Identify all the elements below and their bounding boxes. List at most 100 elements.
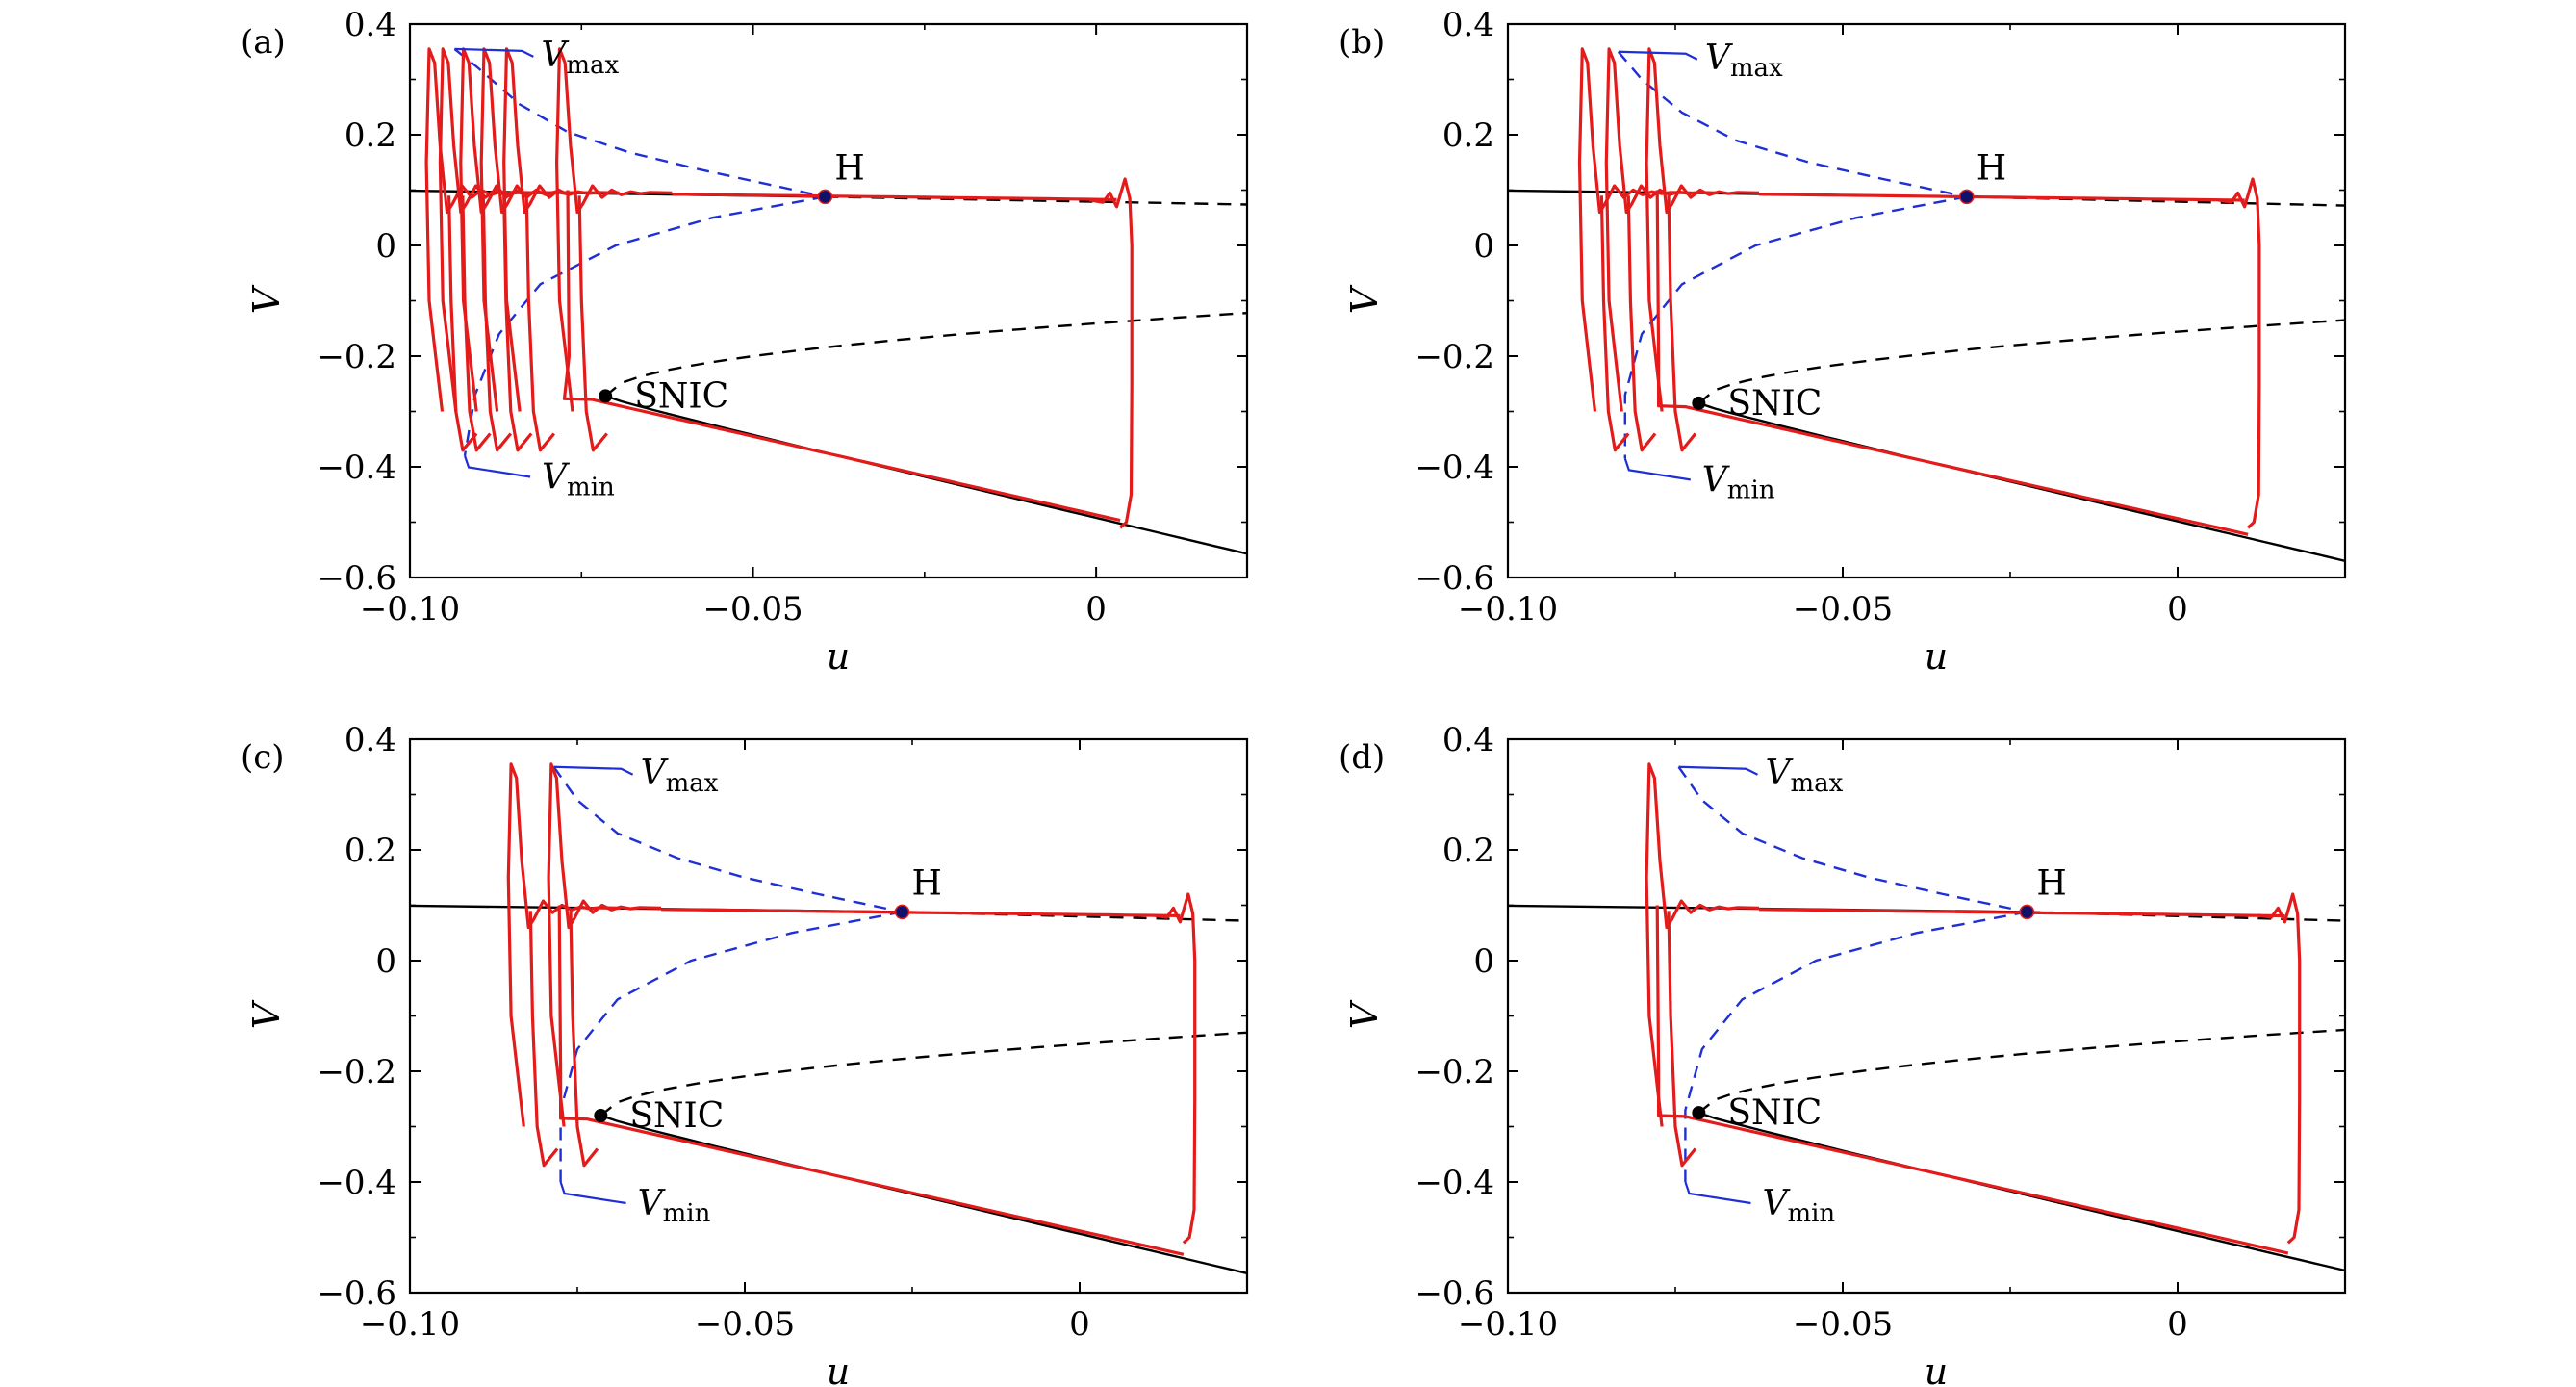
- y-tick-label: −0.2: [1415, 338, 1494, 376]
- vmax-leader: [1618, 50, 1698, 61]
- trajectory-lower-branch: [562, 190, 1121, 523]
- trajectory-right-turn: [1088, 177, 1134, 529]
- snic-label: SNIC: [634, 376, 728, 416]
- trajectory-downstroke: [1599, 195, 1630, 452]
- y-axis-title: V: [1343, 999, 1386, 1029]
- h-point: [817, 189, 833, 205]
- x-tick-label: −0.05: [695, 1305, 795, 1344]
- y-tick-label: −0.6: [1415, 559, 1494, 598]
- x-tick-label: −0.05: [1793, 590, 1893, 629]
- vmin-label: Vmin: [1702, 460, 1775, 504]
- x-tick-label: −0.05: [702, 590, 803, 629]
- trajectory-downstroke: [524, 195, 556, 452]
- x-tick-label: −0.05: [1793, 1305, 1893, 1344]
- h-label: H: [912, 863, 942, 903]
- plot-frame: [1506, 22, 2347, 579]
- vmin-sub: min: [663, 1199, 711, 1228]
- vmax-leader: [553, 765, 634, 776]
- vmax-sub: max: [666, 769, 719, 798]
- trajectory-downstroke: [1626, 195, 1657, 452]
- x-tick-label: 0: [1069, 1305, 1090, 1344]
- vmax-leader: [454, 47, 534, 58]
- y-tick-label: 0.2: [1442, 116, 1494, 155]
- y-tick-label: 0: [375, 227, 396, 266]
- vmin-base: V: [1762, 1184, 1791, 1223]
- middle-branch-unstable: [604, 312, 1247, 398]
- vmax-base: V: [641, 754, 670, 793]
- y-tick-label: −0.4: [317, 449, 396, 487]
- plot-frame: [1506, 737, 2347, 1295]
- vmin-leader: [1623, 458, 1691, 481]
- panel-label: (d): [1339, 738, 1385, 777]
- plot-area: [410, 762, 1247, 1275]
- trajectory-downstroke: [1667, 195, 1697, 452]
- snic-label: SNIC: [1727, 384, 1822, 424]
- y-tick-label: 0.4: [1442, 6, 1494, 44]
- y-tick-label: 0.4: [344, 6, 396, 44]
- y-tick-label: −0.2: [317, 1053, 396, 1092]
- vmin-sub: min: [1727, 475, 1775, 504]
- y-tick-label: 0.2: [1442, 832, 1494, 870]
- vmin-leader: [559, 1181, 626, 1205]
- trajectory-lower-branch: [1655, 905, 2289, 1255]
- vmax-curve: [552, 766, 903, 913]
- trajectory-plateau: [672, 193, 1117, 201]
- snic-label: SNIC: [1727, 1093, 1822, 1133]
- h-label: H: [2036, 863, 2066, 903]
- plot-frame: [408, 737, 1249, 1295]
- panel-label: (a): [241, 23, 286, 62]
- trajectory-spike: [1645, 762, 1760, 1127]
- trajectory-spike: [502, 47, 620, 412]
- y-tick-label: 0: [1473, 227, 1494, 266]
- trajectory-spike: [1645, 47, 1760, 412]
- trajectory-downstroke: [569, 911, 599, 1168]
- y-tick-label: 0.4: [1442, 721, 1494, 759]
- vmin-curve: [463, 195, 826, 456]
- middle-branch-unstable: [1697, 319, 2345, 404]
- trajectory-spike: [479, 47, 598, 412]
- x-tick-label: −0.10: [1458, 590, 1558, 629]
- y-tick-label: −0.6: [317, 559, 396, 598]
- vmin-sub: min: [1787, 1199, 1835, 1228]
- trajectory-spike: [438, 47, 556, 412]
- x-axis-title: u: [1925, 635, 1948, 678]
- vmax-base: V: [541, 36, 570, 75]
- middle-branch-unstable: [1697, 1028, 2345, 1115]
- trajectory-right-turn: [1153, 892, 1197, 1245]
- vmax-curve: [1617, 51, 1968, 198]
- vmin-base: V: [1702, 460, 1731, 500]
- middle-branch-unstable: [599, 1031, 1247, 1117]
- y-tick-label: −0.2: [317, 338, 396, 376]
- plot-area: [1508, 47, 2345, 562]
- vmin-label: Vmin: [542, 458, 615, 502]
- trajectory-plateau: [1758, 193, 2245, 202]
- trajectory-spike: [555, 47, 673, 412]
- vmin-curve: [1623, 195, 1968, 459]
- vmax-label: Vmax: [1765, 754, 1843, 798]
- y-tick-label: −0.6: [1415, 1274, 1494, 1313]
- vmax-label: Vmax: [541, 36, 619, 80]
- panel-c: (c) −0.10 −0.05 0 0.4 0.2 0 −0.2 −0.4 −0.6 u V H SNIC…: [241, 721, 1249, 1387]
- panel-label: (c): [241, 738, 285, 777]
- y-axis-title: V: [1343, 284, 1386, 314]
- y-tick-label: 0: [375, 942, 396, 981]
- panel-label: (b): [1339, 23, 1385, 62]
- y-axis-title: V: [245, 284, 288, 314]
- x-tick-label: 0: [1085, 590, 1107, 629]
- y-axis-title: V: [245, 999, 288, 1029]
- vmax-label: Vmax: [1705, 39, 1783, 83]
- plot-area: [1508, 762, 2345, 1272]
- vmin-label: Vmin: [1762, 1184, 1835, 1228]
- y-tick-label: −0.6: [317, 1274, 396, 1313]
- vmin-sub: min: [567, 474, 615, 502]
- vmin-leader: [1684, 1181, 1751, 1205]
- trajectory-spike: [547, 762, 662, 1127]
- vmax-sub: max: [566, 51, 619, 80]
- y-tick-label: −0.2: [1415, 1053, 1494, 1092]
- y-tick-label: 0.2: [344, 832, 396, 870]
- snic-point: [594, 1109, 608, 1122]
- y-tick-label: −0.4: [317, 1164, 396, 1202]
- x-axis-title: u: [1925, 1350, 1948, 1387]
- vmax-curve: [453, 47, 826, 198]
- y-tick-label: −0.4: [1415, 449, 1494, 487]
